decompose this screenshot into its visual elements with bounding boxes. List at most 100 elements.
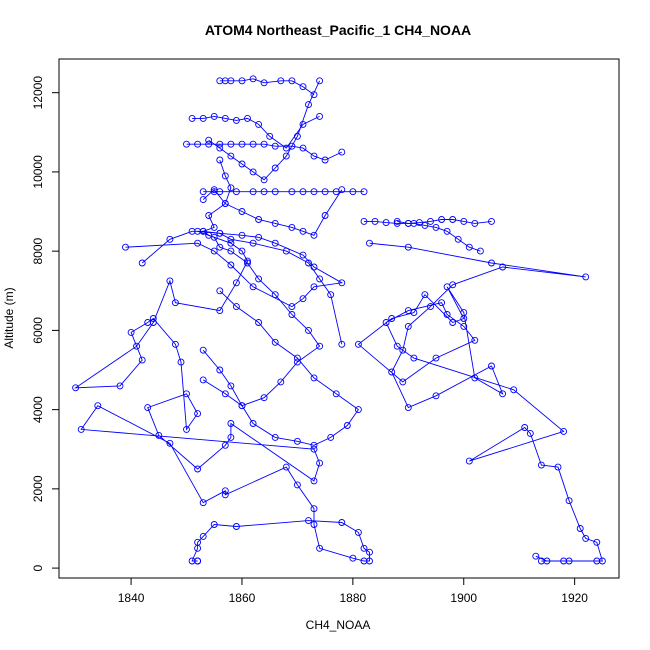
data-point: [221, 200, 229, 208]
data-point: [255, 216, 263, 223]
data-point: [221, 114, 229, 122]
data-point: [427, 217, 434, 225]
data-point: [249, 420, 257, 427]
data-point: [249, 140, 257, 148]
series-line: [208, 80, 321, 181]
data-point: [166, 277, 174, 285]
data-point: [410, 309, 418, 317]
data-point: [216, 144, 224, 152]
data-point: [399, 378, 407, 386]
data-point: [255, 319, 263, 326]
data-point: [255, 233, 263, 241]
data-point: [260, 188, 268, 196]
data-point: [144, 404, 152, 412]
data-point: [249, 283, 257, 291]
data-point: [271, 188, 279, 196]
data-point: [166, 439, 174, 447]
data-point: [271, 291, 279, 299]
data-point: [194, 410, 202, 418]
data-point: [177, 358, 185, 366]
data-point: [338, 519, 346, 526]
data-point: [199, 499, 207, 507]
data-point: [238, 160, 246, 168]
data-point: [238, 247, 246, 255]
data-point: [199, 532, 207, 540]
data-point: [255, 120, 263, 128]
data-point: [249, 75, 257, 83]
data-point: [221, 487, 229, 495]
data-point: [227, 261, 235, 269]
data-point: [232, 303, 240, 311]
data-point: [316, 544, 324, 552]
data-point: [216, 287, 224, 295]
data-point: [183, 390, 190, 398]
data-point: [465, 457, 473, 465]
series-line: [202, 290, 360, 446]
data-point: [310, 91, 318, 99]
data-point: [316, 342, 324, 350]
data-point: [404, 404, 412, 412]
data-point: [537, 461, 545, 469]
data-point: [199, 196, 207, 204]
data-point: [205, 136, 213, 144]
data-point: [238, 231, 246, 239]
data-point: [205, 140, 213, 148]
data-point: [271, 338, 279, 346]
series-line: [357, 242, 604, 562]
data-point: [354, 528, 362, 536]
data-point: [227, 382, 235, 390]
chart-title: ATOM4 Northeast_Pacific_1 CH4_NOAA: [205, 22, 471, 38]
data-point: [316, 275, 324, 283]
data-point: [321, 156, 329, 164]
data-point: [188, 114, 196, 122]
data-point: [194, 239, 202, 247]
data-point: [216, 77, 224, 85]
data-point: [221, 491, 229, 499]
data-point: [471, 374, 479, 382]
data-point: [305, 517, 312, 525]
data-point: [288, 77, 296, 85]
series: [216, 75, 318, 99]
data-point: [310, 445, 318, 453]
data-point: [116, 382, 124, 390]
data-point: [382, 219, 390, 227]
data-point: [404, 322, 412, 330]
data-point: [210, 521, 218, 528]
y-tick-label: 2000: [31, 475, 45, 502]
data-point: [565, 497, 573, 505]
series: [199, 186, 346, 239]
data-point: [460, 309, 468, 317]
data-point: [293, 132, 301, 140]
data-point: [537, 557, 545, 565]
data-point: [216, 140, 224, 148]
data-point: [194, 465, 202, 473]
data-point: [232, 279, 240, 287]
data-point: [327, 291, 335, 299]
data-point: [299, 188, 307, 196]
data-point: [232, 116, 240, 124]
data-point: [138, 356, 146, 364]
series: [199, 188, 368, 196]
series-line: [125, 230, 344, 308]
data-point: [293, 481, 301, 489]
data-point: [271, 219, 279, 227]
data-point: [521, 424, 529, 431]
y-axis: 0 2000 4000 6000 8000 10000 12000: [31, 76, 60, 571]
data-point: [593, 538, 601, 546]
data-point: [299, 83, 307, 91]
data-point: [554, 463, 562, 471]
series: [199, 287, 362, 449]
y-tick-label: 4000: [31, 396, 45, 423]
x-tick-label: 1840: [118, 591, 145, 605]
data-point: [127, 328, 135, 336]
data-point: [194, 538, 202, 546]
data-point: [216, 156, 224, 164]
data-point: [338, 148, 346, 156]
data-point: [404, 243, 412, 251]
data-point: [166, 235, 174, 243]
x-tick-label: 1900: [450, 591, 477, 605]
data-point: [471, 219, 479, 227]
data-point: [188, 227, 196, 235]
data-point: [432, 223, 440, 231]
data-point: [460, 217, 468, 225]
